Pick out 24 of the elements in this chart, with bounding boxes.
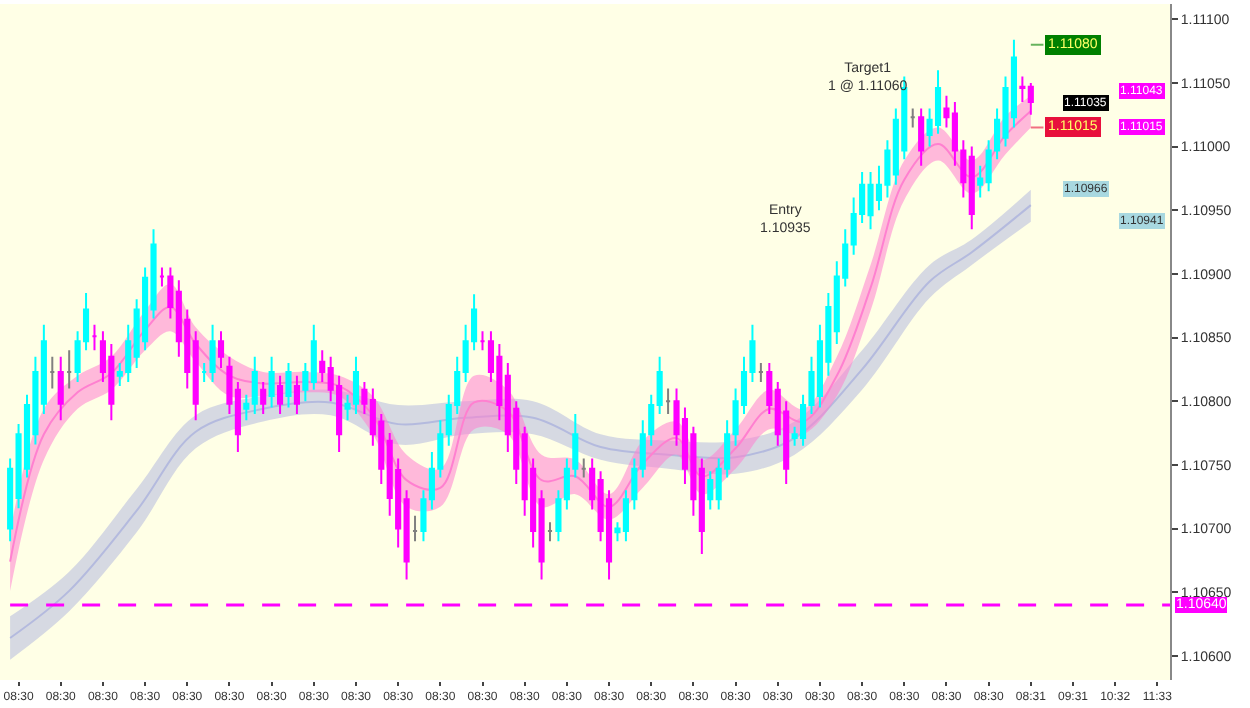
candlestick	[665, 387, 672, 415]
candlestick	[57, 355, 64, 422]
candlestick	[293, 374, 300, 415]
candlestick	[867, 171, 874, 231]
candlestick	[66, 349, 73, 390]
candlestick	[260, 381, 267, 415]
candlestick	[757, 362, 764, 384]
candlestick	[285, 362, 292, 409]
candlestick	[251, 355, 258, 415]
candlestick	[968, 145, 975, 231]
candlestick	[201, 362, 208, 384]
candlestick	[217, 330, 225, 370]
candlestick	[209, 323, 216, 384]
candlestick	[909, 107, 916, 129]
candlestick	[411, 514, 419, 543]
candlestick	[91, 323, 98, 352]
candlestick	[268, 355, 275, 409]
candlestick	[918, 107, 925, 167]
candlestick	[49, 355, 56, 390]
candlestick	[352, 355, 360, 415]
candlestick	[1027, 81, 1034, 116]
candlestick	[580, 457, 587, 479]
candlestick	[277, 374, 284, 415]
candlestick	[546, 521, 554, 543]
